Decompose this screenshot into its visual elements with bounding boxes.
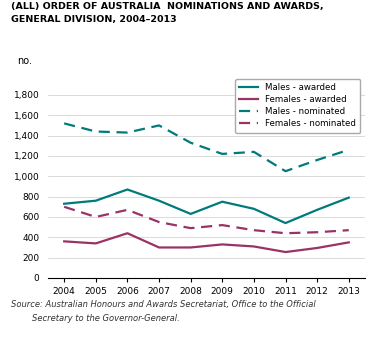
Text: Source: Australian Honours and Awards Secretariat, Office to the Official: Source: Australian Honours and Awards Se…	[11, 300, 316, 309]
Text: GENERAL DIVISION, 2004–2013: GENERAL DIVISION, 2004–2013	[11, 15, 177, 24]
Text: no.: no.	[17, 57, 32, 66]
Text: Secretary to the Governor-General.: Secretary to the Governor-General.	[11, 314, 180, 323]
Legend: Males - awarded, Females - awarded, Males - nominated, Females - nominated: Males - awarded, Females - awarded, Male…	[235, 79, 360, 133]
Text: (ALL) ORDER OF AUSTRALIA  NOMINATIONS AND AWARDS,: (ALL) ORDER OF AUSTRALIA NOMINATIONS AND…	[11, 2, 324, 11]
